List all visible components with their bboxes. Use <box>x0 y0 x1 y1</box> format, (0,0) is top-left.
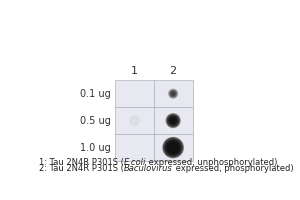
Text: expressed, phosphorylated): expressed, phosphorylated) <box>173 164 293 173</box>
Circle shape <box>167 142 179 153</box>
Text: expressed, unphosphorylated): expressed, unphosphorylated) <box>146 158 278 167</box>
Bar <box>154 134 193 161</box>
Text: 1: Tau 2N4R P301S (: 1: Tau 2N4R P301S ( <box>39 158 124 167</box>
Circle shape <box>170 145 176 151</box>
Circle shape <box>130 116 139 125</box>
Text: Baculovirus: Baculovirus <box>124 164 173 173</box>
Text: 2: 2 <box>169 66 177 76</box>
Circle shape <box>169 89 178 98</box>
Circle shape <box>168 116 178 126</box>
Circle shape <box>166 140 180 155</box>
Text: 0.5 ug: 0.5 ug <box>80 116 111 126</box>
Bar <box>115 134 154 161</box>
Circle shape <box>170 118 176 124</box>
Circle shape <box>164 139 182 156</box>
Bar <box>115 107 154 134</box>
Circle shape <box>170 91 176 96</box>
Circle shape <box>169 143 178 152</box>
Circle shape <box>171 92 175 96</box>
Circle shape <box>169 90 177 98</box>
Text: 0.1 ug: 0.1 ug <box>80 89 111 99</box>
Text: 1.0 ug: 1.0 ug <box>80 143 111 153</box>
Circle shape <box>171 119 175 123</box>
Text: 1: 1 <box>131 66 138 76</box>
Bar <box>154 80 193 107</box>
Circle shape <box>163 138 183 158</box>
Bar <box>154 107 193 134</box>
Circle shape <box>170 90 176 97</box>
Text: 2: Tau 2N4R P301S (: 2: Tau 2N4R P301S ( <box>39 164 124 173</box>
Circle shape <box>172 92 175 95</box>
Circle shape <box>166 114 180 128</box>
Text: E.coli: E.coli <box>124 158 146 167</box>
Circle shape <box>167 115 179 127</box>
Bar <box>115 80 154 107</box>
Circle shape <box>169 117 177 125</box>
